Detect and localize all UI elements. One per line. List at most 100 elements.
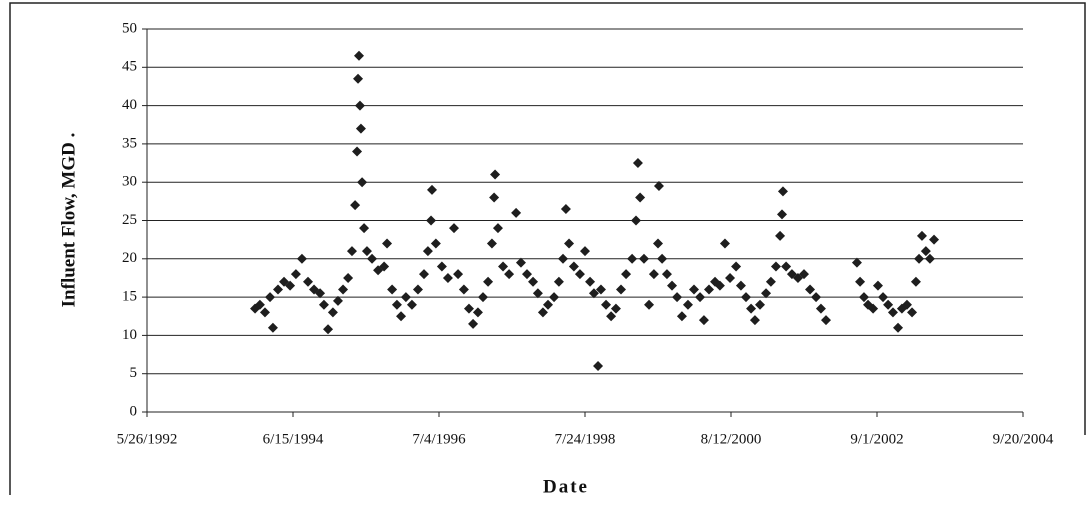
- point: [430, 238, 441, 249]
- point: [558, 253, 569, 264]
- point: [585, 276, 596, 287]
- point: [851, 257, 862, 268]
- point: [436, 261, 447, 272]
- point: [486, 238, 497, 249]
- point: [667, 280, 678, 291]
- y-tick-label: 25: [122, 212, 137, 228]
- point: [574, 269, 585, 280]
- point: [749, 315, 760, 326]
- point: [426, 184, 437, 195]
- point: [532, 288, 543, 299]
- point: [327, 307, 338, 318]
- point: [387, 284, 398, 295]
- frame: [9, 2, 1086, 495]
- point: [472, 307, 483, 318]
- point: [391, 299, 402, 310]
- point: [755, 299, 766, 310]
- point: [698, 315, 709, 326]
- point: [872, 280, 883, 291]
- point: [901, 299, 912, 310]
- point: [695, 292, 706, 303]
- x-tick-label: 7/4/1996: [412, 431, 466, 447]
- point: [315, 288, 326, 299]
- point: [254, 299, 265, 310]
- point: [458, 284, 469, 295]
- point: [815, 303, 826, 314]
- point: [448, 223, 459, 234]
- point: [648, 269, 659, 280]
- x-tick-label: 5/26/1992: [117, 431, 178, 447]
- point: [627, 253, 638, 264]
- point: [504, 269, 515, 280]
- point: [468, 318, 479, 329]
- point: [498, 261, 509, 272]
- y-tick-label: 40: [122, 97, 137, 113]
- point: [735, 280, 746, 291]
- point: [515, 257, 526, 268]
- point: [549, 292, 560, 303]
- point: [568, 261, 579, 272]
- point: [610, 303, 621, 314]
- point: [682, 299, 693, 310]
- point: [746, 303, 757, 314]
- point: [805, 284, 816, 295]
- point: [916, 230, 927, 241]
- point: [483, 276, 494, 287]
- point: [770, 261, 781, 272]
- point: [740, 292, 751, 303]
- y-axis-label: Influent Flow, MGD .: [58, 133, 79, 308]
- point: [267, 322, 278, 333]
- point: [543, 299, 554, 310]
- point: [489, 192, 500, 203]
- point: [396, 311, 407, 322]
- point: [453, 269, 464, 280]
- y-tick-label: 15: [122, 289, 137, 305]
- point: [382, 238, 393, 249]
- point: [868, 303, 879, 314]
- point: [422, 246, 433, 257]
- point: [704, 284, 715, 295]
- x-axis-label: Date: [543, 476, 589, 497]
- point: [924, 253, 935, 264]
- point: [528, 276, 539, 287]
- point: [635, 192, 646, 203]
- point: [442, 272, 453, 283]
- point: [765, 276, 776, 287]
- x-tick-label: 8/12/2000: [701, 431, 762, 447]
- point: [811, 292, 822, 303]
- point: [492, 223, 503, 234]
- point: [490, 169, 501, 180]
- y-tick-label: 0: [130, 403, 138, 419]
- point: [350, 200, 361, 211]
- point: [661, 269, 672, 280]
- point: [353, 50, 364, 61]
- point: [290, 269, 301, 280]
- point: [644, 299, 655, 310]
- point: [858, 292, 869, 303]
- point: [400, 292, 411, 303]
- point: [653, 181, 664, 192]
- point: [285, 280, 296, 291]
- x-tick-label: 7/24/1998: [555, 431, 616, 447]
- point: [419, 269, 430, 280]
- point: [638, 253, 649, 264]
- point: [332, 295, 343, 306]
- point: [893, 322, 904, 333]
- point: [553, 276, 564, 287]
- point: [355, 123, 366, 134]
- point: [346, 246, 357, 257]
- point: [653, 238, 663, 249]
- point: [914, 253, 925, 264]
- point: [250, 303, 261, 314]
- y-tick-label: 45: [122, 59, 137, 75]
- point: [379, 261, 390, 272]
- point: [318, 299, 329, 310]
- y-tick-label: 50: [122, 20, 137, 36]
- point: [632, 158, 643, 169]
- point: [725, 272, 736, 283]
- point: [361, 246, 372, 257]
- point: [878, 292, 889, 303]
- point: [621, 269, 632, 280]
- point: [775, 230, 786, 241]
- point: [657, 253, 668, 264]
